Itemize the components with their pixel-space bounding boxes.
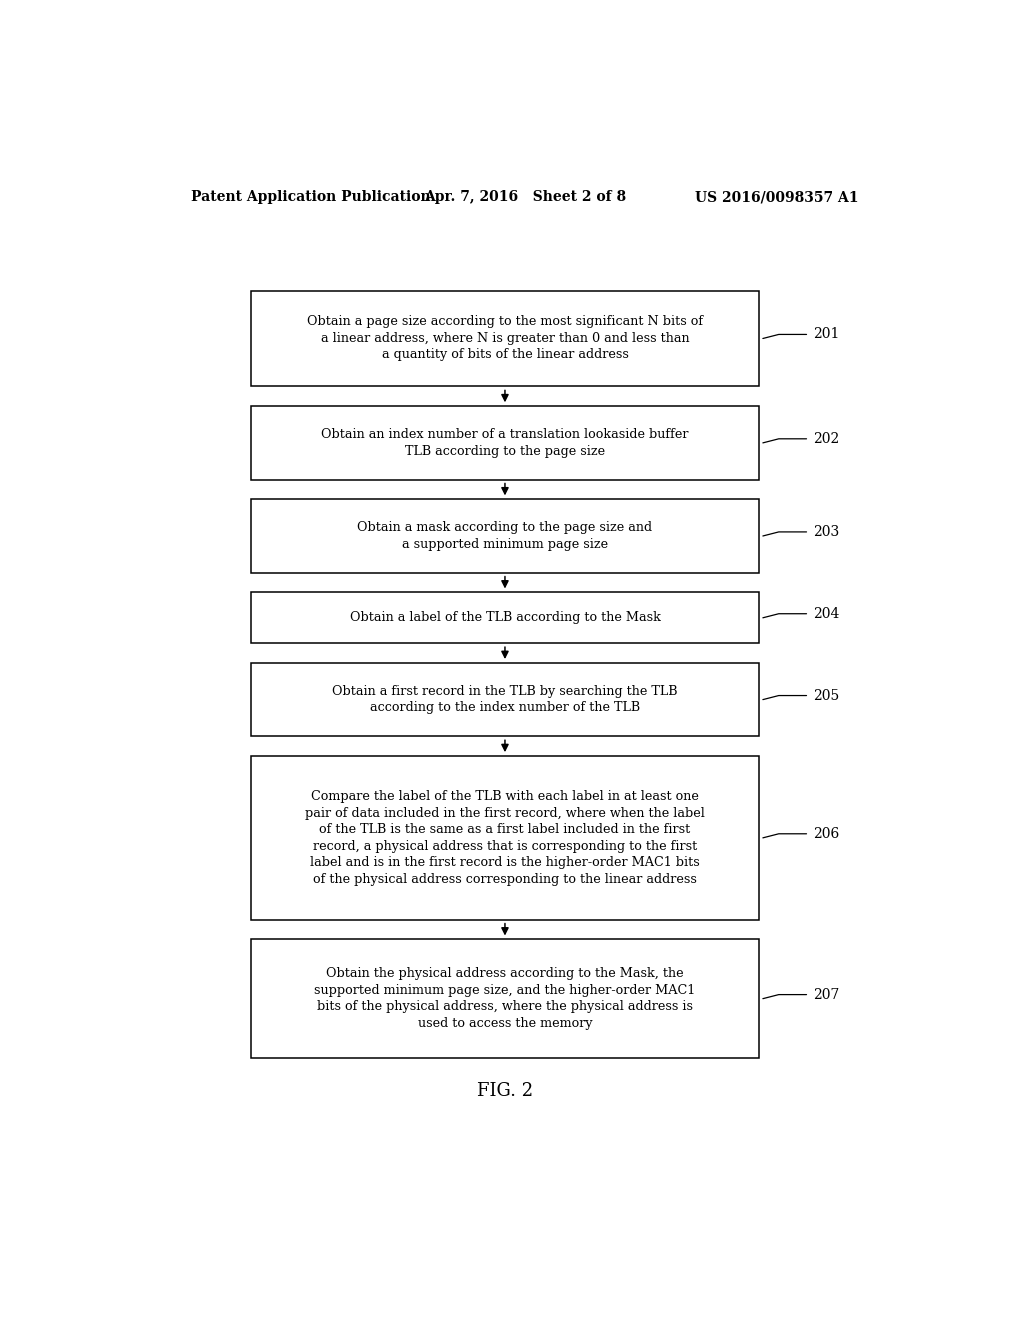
Text: Compare the label of the TLB with each label in at least one
pair of data includ: Compare the label of the TLB with each l… xyxy=(305,791,705,886)
Text: Obtain an index number of a translation lookaside buffer
TLB according to the pa: Obtain an index number of a translation … xyxy=(322,428,689,458)
Text: Obtain the physical address according to the Mask, the
supported minimum page si: Obtain the physical address according to… xyxy=(314,968,695,1030)
Text: Obtain a page size according to the most significant N bits of
a linear address,: Obtain a page size according to the most… xyxy=(307,315,703,362)
Bar xyxy=(251,407,759,479)
Text: Apr. 7, 2016   Sheet 2 of 8: Apr. 7, 2016 Sheet 2 of 8 xyxy=(424,190,626,205)
Text: Obtain a first record in the TLB by searching the TLB
according to the index num: Obtain a first record in the TLB by sear… xyxy=(332,685,678,714)
Bar xyxy=(251,756,759,920)
Text: FIG. 2: FIG. 2 xyxy=(477,1082,534,1101)
Text: Obtain a label of the TLB according to the Mask: Obtain a label of the TLB according to t… xyxy=(349,611,660,624)
Text: 203: 203 xyxy=(813,525,839,539)
Bar xyxy=(251,499,759,573)
Text: 207: 207 xyxy=(813,987,840,1002)
Bar xyxy=(251,593,759,643)
Text: 206: 206 xyxy=(813,826,839,841)
Text: Patent Application Publication: Patent Application Publication xyxy=(191,190,431,205)
Bar xyxy=(251,290,759,387)
Bar xyxy=(251,940,759,1057)
Text: 201: 201 xyxy=(813,327,840,342)
Bar xyxy=(251,663,759,737)
Text: Obtain a mask according to the page size and
a supported minimum page size: Obtain a mask according to the page size… xyxy=(357,521,652,550)
Text: 204: 204 xyxy=(813,607,840,620)
Text: US 2016/0098357 A1: US 2016/0098357 A1 xyxy=(694,190,858,205)
Text: 202: 202 xyxy=(813,432,839,446)
Text: 205: 205 xyxy=(813,689,839,702)
